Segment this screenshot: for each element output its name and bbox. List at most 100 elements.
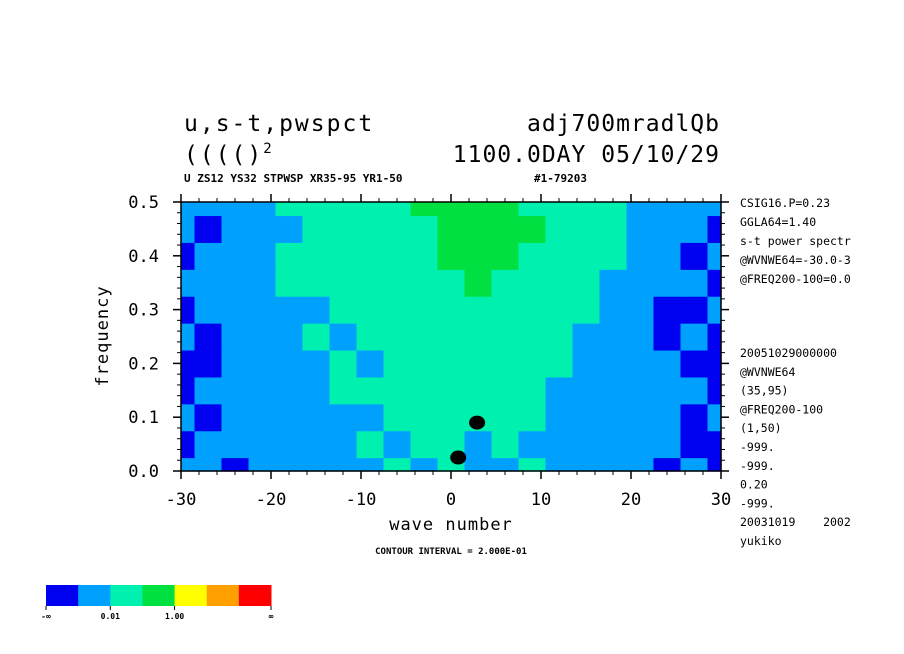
heatmap-cell [194,376,223,405]
heatmap-cell [626,376,655,405]
heatmap-cell [194,296,223,324]
title-left-2-sup: 2 [263,141,273,157]
side-info-line: -999. [740,496,775,510]
heatmap-cell [545,215,574,243]
heatmap-cell [626,349,655,378]
heatmap-cell [248,403,277,432]
heatmap-cell [545,403,574,432]
colorbar-swatch [174,585,208,606]
y-tick-label: 0.2 [128,354,159,374]
heatmap-cell [518,349,547,378]
heatmap-cell [707,403,722,432]
heatmap-cell [491,296,520,324]
heatmap-cell [599,269,628,297]
heatmap-cell [707,202,722,217]
heatmap-cell [248,349,277,378]
heatmap-cell [572,269,601,297]
colorbar: -∞ 0.01 1.00 ∞ [41,585,274,621]
heatmap-cell [653,269,682,297]
x-tick-label: -30 [166,490,197,510]
heatmap-cell [248,202,277,217]
heatmap-cell [491,269,520,297]
heatmap-cell [572,242,601,270]
colorbar-swatch [206,585,240,606]
heatmap-cell [302,457,331,472]
side-info-line: yukiko [740,534,782,548]
colorbar-label: ∞ [269,612,274,621]
heatmap-cell [410,457,439,472]
heatmap-cell [653,296,682,324]
heatmap-cell [599,349,628,378]
heatmap-cell [491,376,520,405]
heatmap-cell [302,323,331,351]
heatmap-cell [680,202,709,217]
contour-blob [469,415,486,430]
heatmap-cell [707,215,722,243]
heatmap-cell [464,349,493,378]
heatmap-cell [356,269,385,297]
heatmap-cell [302,215,331,243]
heatmap-cell [221,457,250,472]
heatmap-cell [653,323,682,351]
heatmap-cell [572,323,601,351]
y-tick-label: 0.3 [128,301,159,321]
heatmap-cell [275,457,304,472]
heatmap-cell [545,269,574,297]
heatmap-cell [464,457,493,472]
heatmap-cell [275,215,304,243]
heatmap-cell [356,202,385,217]
colorbar-swatch [78,585,111,606]
heatmap-cell [464,376,493,405]
heatmap-cell [491,457,520,472]
heatmap-cell [518,296,547,324]
heatmap-cell [464,323,493,351]
heatmap-cell [302,296,331,324]
heatmap-cell [181,349,196,378]
heatmap-cell [181,430,196,459]
contour-blob [450,450,467,465]
heatmap-cell [545,376,574,405]
heatmap-cell [221,296,250,324]
heatmap-cell [680,215,709,243]
heatmap-cell [302,242,331,270]
heatmap-cell [275,430,304,459]
heatmap-cell [329,403,358,432]
heatmap-cell [626,242,655,270]
heatmap-cell [707,457,722,472]
heatmap-cell [545,349,574,378]
heatmap-cell [181,403,196,432]
heatmap-cell [518,376,547,405]
heatmap-cell [248,215,277,243]
heatmap-cell [383,215,412,243]
side-info-line: s-t power spectr [740,234,851,248]
heatmap-cell [437,215,466,243]
heatmap-cell [248,242,277,270]
heatmap-cell [275,376,304,405]
heatmap-cell [356,349,385,378]
heatmap-cell [194,202,223,217]
heatmap-cell [194,349,223,378]
heatmap-cell [383,242,412,270]
colorbar-swatch [110,585,143,606]
heatmap-cell [194,215,223,243]
heatmap-cell [356,430,385,459]
heatmap-cell [356,403,385,432]
heatmap-cell [545,323,574,351]
heatmap-cell [572,349,601,378]
side-info-bottom: 20051029000000 @WVNWE64 (35,95) @FREQ200-10… [740,346,851,548]
heatmap-cell [518,457,547,472]
heatmap-cell [599,376,628,405]
heatmap-cell [181,242,196,270]
heatmap-cell [599,403,628,432]
heatmap-cell [221,202,250,217]
side-info-line: 20031019 2002 [740,515,851,529]
heatmap-cell [707,269,722,297]
heatmap-cell [437,323,466,351]
heatmap-cell [437,269,466,297]
heatmap-cell [356,457,385,472]
side-info-line: 0.20 [740,478,768,492]
heatmap-cell [194,323,223,351]
plot-axes: -30 -20 -10 0 10 20 30 0.0 0.1 0.2 0.3 0.4 0.5 [128,193,731,510]
heatmap-cell [221,349,250,378]
heatmap-cell [356,296,385,324]
